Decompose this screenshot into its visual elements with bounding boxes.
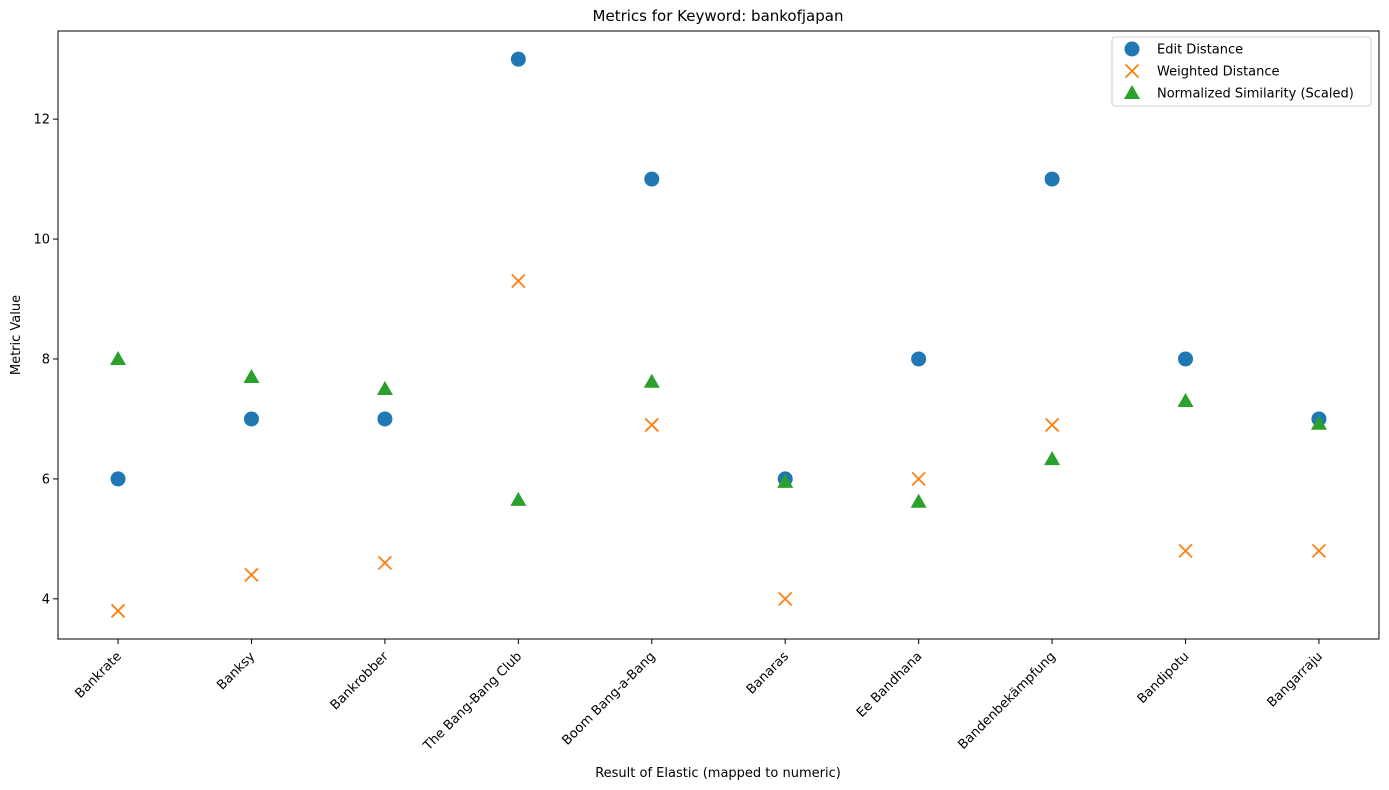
- weighted-distance-series: [110, 273, 1327, 618]
- x-tick-label: Bankrobber: [328, 649, 392, 713]
- normalized-similarity-point: [1177, 392, 1194, 407]
- y-tick-label: 8: [42, 352, 50, 367]
- edit-distance-point: [110, 471, 126, 487]
- weighted-distance-point: [644, 417, 659, 433]
- edit-distance-point: [243, 411, 259, 427]
- x-axis-title: Result of Elastic (mapped to numeric): [595, 766, 841, 781]
- y-axis: 4 6 8 10 12: [33, 113, 58, 607]
- x-tick-label: The Bang-Bang Club: [420, 649, 525, 754]
- x-tick-label: Boom Bang-a-Bang: [559, 649, 658, 748]
- normalized-similarity-point: [910, 493, 927, 508]
- normalized-similarity-point: [1310, 415, 1327, 430]
- edit-distance-point: [510, 51, 526, 67]
- edit-distance-series: [110, 51, 1327, 487]
- legend-item-edit-distance: Edit Distance: [1124, 41, 1243, 58]
- x-tick-label: Bandenbekämpfung: [955, 649, 1058, 752]
- x-axis: Bankrate Banksy Bankrobber The Bang-Bang Cl…: [73, 639, 1326, 754]
- x-tick-label: Bankrate: [73, 649, 125, 701]
- y-tick-label: 6: [42, 472, 50, 487]
- weighted-distance-point: [1044, 417, 1060, 433]
- y-axis-title: Metric Value: [9, 295, 24, 375]
- plot-area: [110, 51, 1327, 618]
- normalized-similarity-point: [510, 491, 527, 506]
- normalized-similarity-point: [376, 380, 393, 395]
- weighted-distance-point: [377, 555, 393, 570]
- y-tick-label: 12: [33, 113, 50, 128]
- legend-box: [1111, 36, 1372, 107]
- edit-distance-point: [377, 411, 393, 427]
- chart-title: Metrics for Keyword: bankofjapan: [593, 7, 844, 25]
- legend-item-weighted-distance: Weighted Distance: [1124, 63, 1280, 80]
- weighted-distance-point: [110, 603, 126, 618]
- normalized-similarity-point: [1044, 451, 1061, 466]
- normalized-similarity-point: [243, 368, 260, 383]
- legend-item-weighted-distance-label: Weighted Distance: [1157, 65, 1280, 80]
- legend-item-normalized-similarity: Normalized Similarity (Scaled): [1124, 85, 1354, 102]
- weighted-distance-point: [911, 471, 926, 487]
- legend: Edit Distance Weighted Distance Normalized…: [1111, 36, 1372, 107]
- x-tick-label: Bangarraju: [1265, 649, 1326, 710]
- legend-item-weighted-distance-marker: [1124, 63, 1140, 79]
- normalized-similarity-point: [110, 350, 127, 365]
- edit-distance-point: [911, 351, 927, 367]
- legend-item-edit-distance-label: Edit Distance: [1157, 43, 1243, 58]
- y-tick-label: 4: [42, 592, 50, 607]
- x-tick-label: Banksy: [214, 649, 258, 693]
- weighted-distance-point: [1178, 543, 1193, 558]
- y-tick-label: 10: [33, 233, 50, 248]
- edit-distance-point: [644, 171, 660, 187]
- legend-item-normalized-similarity-label: Normalized Similarity (Scaled): [1157, 87, 1354, 102]
- weighted-distance-point: [1311, 543, 1327, 558]
- normalized-similarity-point: [643, 373, 660, 388]
- x-tick-label: Ee Bandhana: [854, 649, 926, 721]
- edit-distance-point: [1044, 171, 1060, 187]
- normalized-similarity-point: [777, 473, 794, 488]
- weighted-distance-point: [511, 273, 526, 289]
- legend-item-normalized-similarity-marker: [1124, 85, 1140, 99]
- legend-item-edit-distance-marker: [1124, 41, 1140, 57]
- plot-frame: [57, 30, 1380, 640]
- x-tick-label: Bandipotu: [1135, 649, 1193, 707]
- edit-distance-point: [1178, 351, 1194, 367]
- weighted-distance-point: [778, 591, 793, 606]
- normalized-similarity-series: [110, 350, 1327, 508]
- weighted-distance-point: [244, 567, 259, 582]
- x-tick-label: Banaras: [744, 649, 792, 697]
